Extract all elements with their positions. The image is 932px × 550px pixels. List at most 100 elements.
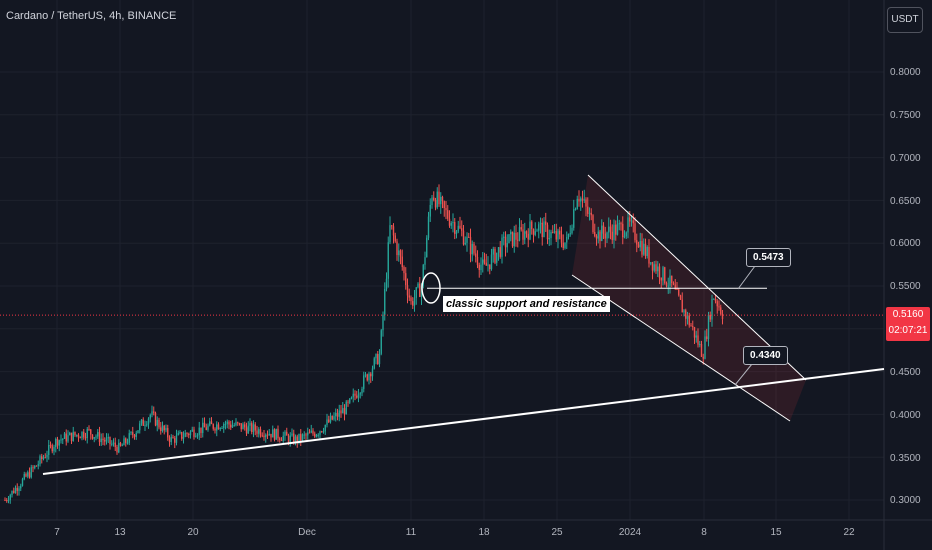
candle-body xyxy=(413,297,416,306)
candle-body xyxy=(658,266,661,278)
candle-body xyxy=(676,289,678,291)
candle-body xyxy=(693,327,696,338)
callout-upper: 0.5473 xyxy=(746,248,791,267)
candle-body xyxy=(303,434,305,436)
candle-body xyxy=(144,425,146,427)
candle-body xyxy=(562,242,564,248)
candle-body xyxy=(704,336,706,359)
candle-body xyxy=(98,432,101,443)
candle-body xyxy=(77,434,80,438)
candle-body xyxy=(471,243,473,255)
candle-body xyxy=(417,283,419,288)
ascending-trendline xyxy=(42,368,885,475)
candle-body xyxy=(55,438,57,447)
candle-body xyxy=(410,297,412,302)
x-tick-label: 8 xyxy=(701,527,707,538)
candle-body xyxy=(210,421,213,425)
candle-body xyxy=(121,445,123,447)
candle-body xyxy=(249,422,251,426)
candle-body xyxy=(284,431,286,436)
candle-body xyxy=(328,419,330,423)
candle-body xyxy=(53,446,55,452)
candle-body xyxy=(380,330,382,354)
candle-body xyxy=(578,198,580,202)
candle-body xyxy=(588,212,591,214)
candle-body xyxy=(643,243,645,255)
candle-body xyxy=(126,442,129,444)
candle-body xyxy=(462,230,465,245)
candle-body xyxy=(573,209,575,228)
candle-body xyxy=(214,428,216,431)
y-tick-label: 0.8000 xyxy=(890,67,921,78)
candle-body xyxy=(252,424,255,432)
candle-body xyxy=(270,433,272,438)
candle-body xyxy=(207,425,209,430)
candle-body xyxy=(599,231,601,242)
candle-body xyxy=(476,256,479,265)
candle-body xyxy=(688,315,690,326)
candle-body xyxy=(429,205,431,217)
candle-body xyxy=(361,388,363,394)
candle-body xyxy=(119,442,122,446)
x-tick-label: 13 xyxy=(114,527,126,538)
candle-body xyxy=(112,442,115,444)
candle-body xyxy=(543,221,545,238)
candle-body xyxy=(289,435,291,443)
candle-body xyxy=(60,439,62,441)
candle-body xyxy=(436,191,438,208)
candle-body xyxy=(553,231,556,233)
x-tick-label: 25 xyxy=(551,527,563,538)
y-tick-label: 0.6500 xyxy=(890,196,921,207)
candle-body xyxy=(13,490,15,493)
candle-body xyxy=(398,250,400,256)
candle-body xyxy=(489,264,491,270)
candle-body xyxy=(406,285,409,296)
candle-body xyxy=(324,424,326,432)
candle-body xyxy=(457,225,459,232)
candle-body xyxy=(235,422,237,426)
candle-body xyxy=(268,433,270,436)
candle-body xyxy=(504,236,507,248)
candle-body xyxy=(265,434,267,438)
candle-body xyxy=(399,250,402,257)
candle-body xyxy=(503,236,505,238)
candle-body xyxy=(317,434,319,436)
candle-body xyxy=(128,433,130,443)
candle-body xyxy=(616,224,619,235)
candle-body xyxy=(133,434,136,437)
candle-body xyxy=(604,233,606,239)
currency-button[interactable]: USDT xyxy=(887,7,923,33)
candle-body xyxy=(377,353,379,365)
candle-body xyxy=(611,231,613,241)
candle-body xyxy=(230,424,232,428)
candle-body xyxy=(161,425,164,431)
candle-body xyxy=(300,433,302,441)
candle-body xyxy=(123,438,125,446)
candle-body xyxy=(401,256,403,268)
candle-body xyxy=(697,335,699,345)
candle-body xyxy=(560,234,563,243)
candle-body xyxy=(672,283,675,285)
candle-body xyxy=(459,225,461,229)
candle-body xyxy=(718,306,720,308)
candle-body xyxy=(431,197,433,206)
candle-body xyxy=(160,427,162,431)
candle-body xyxy=(95,436,97,438)
candle-body xyxy=(478,264,480,270)
candle-body xyxy=(56,438,59,446)
candle-body xyxy=(202,422,204,434)
candle-body xyxy=(205,427,207,430)
candle-body xyxy=(707,314,710,340)
candle-body xyxy=(581,198,584,201)
y-tick-label: 0.3000 xyxy=(890,495,921,506)
candle-body xyxy=(294,436,297,444)
candle-body xyxy=(445,208,447,211)
candle-body xyxy=(301,434,304,441)
candle-body xyxy=(51,445,53,452)
candle-body xyxy=(105,438,108,442)
candle-body xyxy=(443,201,445,209)
candle-body xyxy=(111,443,113,445)
candle-body xyxy=(154,412,157,426)
channel-upper-line xyxy=(587,174,807,381)
